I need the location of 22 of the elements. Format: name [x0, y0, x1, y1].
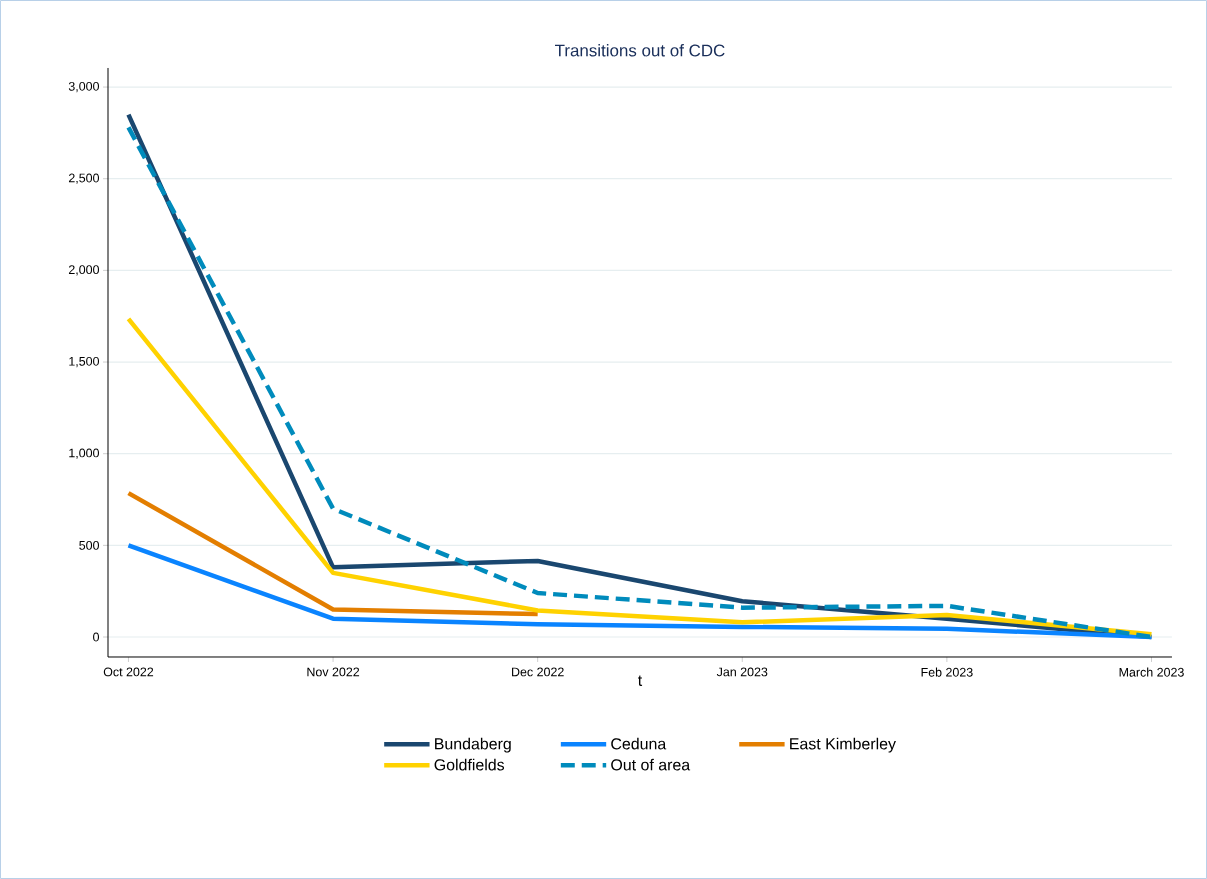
y-tick-label: 3,000: [68, 81, 100, 93]
y-tick-label: 1,500: [69, 356, 100, 368]
line-series: [126, 316, 1154, 637]
legend-label: Out of area: [611, 758, 691, 771]
y-tick-label: 2,000: [68, 265, 100, 276]
x-axis-title: t: [638, 675, 643, 686]
x-tick-label: Jan 2023: [716, 667, 768, 677]
y-tick-label: 0: [93, 632, 100, 642]
legend-label: Ceduna: [611, 737, 667, 750]
y-tick-label: 500: [79, 540, 100, 550]
x-tick-label: March 2023: [1119, 667, 1184, 677]
x-tick-label: Dec 2022: [512, 667, 564, 677]
legend-label: Bundaberg: [435, 737, 511, 753]
legend-label: East Kimberley: [790, 737, 896, 753]
y-tick-label: 1,000: [69, 448, 100, 459]
x-tick-label: Nov 2022: [307, 667, 360, 677]
chart-title: Transitions out of CDC: [555, 44, 725, 57]
line-series: [126, 543, 1154, 640]
x-tick-label: Oct 2022: [103, 667, 154, 677]
legend-label: Goldfields: [434, 758, 505, 771]
y-tick-label: 2,500: [68, 173, 100, 184]
x-tick-label: Feb 2023: [921, 667, 973, 677]
